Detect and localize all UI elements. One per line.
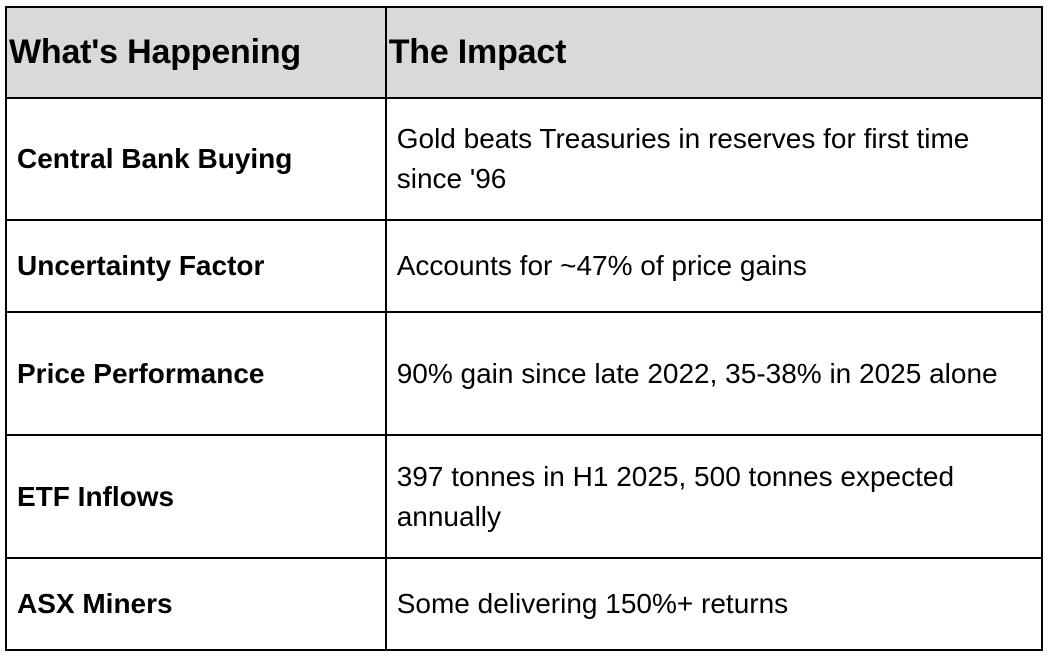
row-factor-label: ASX Miners [5, 557, 387, 651]
row-impact-text: 397 tonnes in H1 2025, 500 tonnes expect… [384, 434, 1044, 559]
gold-market-table: What's Happening The Impact Central Bank… [5, 6, 1044, 651]
table-row: ASX Miners Some delivering 150%+ returns [5, 557, 1044, 651]
row-impact-text: Gold beats Treasuries in reserves for fi… [384, 97, 1044, 221]
column-header-whats-happening: What's Happening [5, 6, 387, 99]
table-row: Central Bank Buying Gold beats Treasurie… [5, 97, 1044, 221]
row-factor-label: Uncertainty Factor [5, 219, 387, 313]
table-row: ETF Inflows 397 tonnes in H1 2025, 500 t… [5, 434, 1044, 559]
header-row: What's Happening The Impact [5, 6, 1044, 99]
row-factor-label: ETF Inflows [5, 434, 387, 559]
row-factor-label: Price Performance [5, 311, 387, 436]
table-row: Price Performance 90% gain since late 20… [5, 311, 1044, 436]
row-impact-text: Accounts for ~47% of price gains [384, 219, 1044, 313]
table-row: Uncertainty Factor Accounts for ~47% of … [5, 219, 1044, 313]
row-impact-text: 90% gain since late 2022, 35-38% in 2025… [384, 311, 1044, 436]
column-header-the-impact: The Impact [384, 6, 1044, 99]
row-factor-label: Central Bank Buying [5, 97, 387, 221]
row-impact-text: Some delivering 150%+ returns [384, 557, 1044, 651]
